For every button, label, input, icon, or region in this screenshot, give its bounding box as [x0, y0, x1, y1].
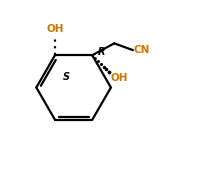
Text: R: R	[97, 47, 105, 57]
Text: CN: CN	[134, 45, 150, 55]
Text: OH: OH	[46, 24, 64, 34]
Text: S: S	[63, 72, 70, 82]
Text: OH: OH	[110, 73, 127, 83]
